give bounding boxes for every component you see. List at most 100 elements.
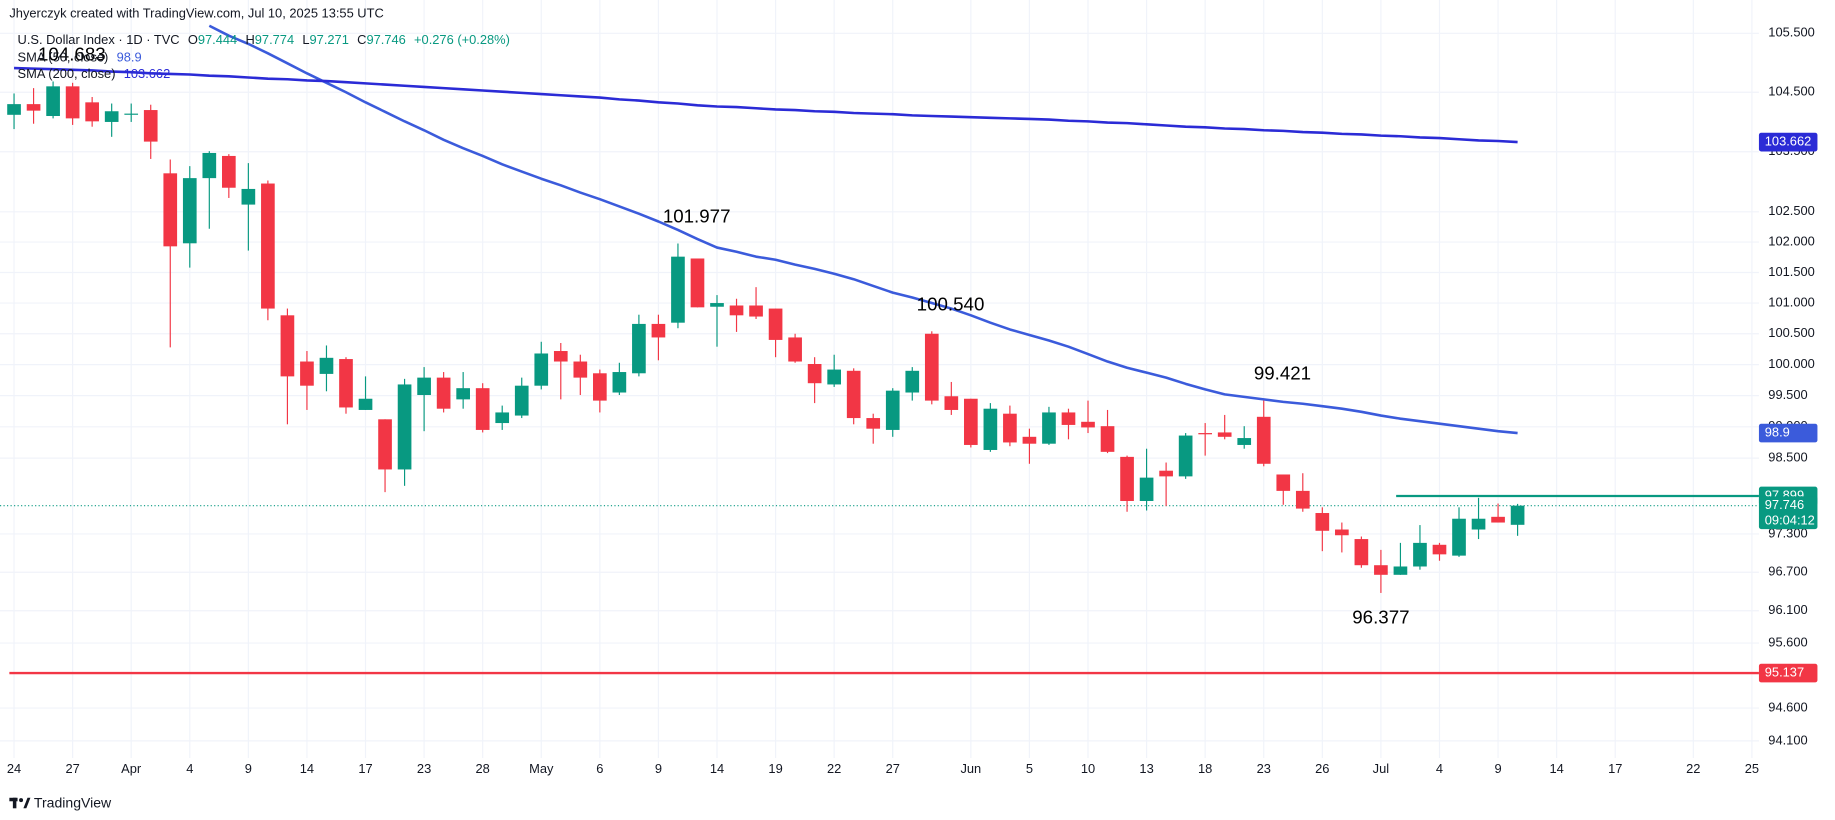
legend-letter: C — [357, 32, 366, 47]
x-tick-label: 9 — [245, 761, 252, 776]
countdown: 09:04:12 — [1765, 512, 1815, 527]
candle-body — [7, 104, 21, 115]
candle-body — [885, 390, 900, 430]
y-tick-label: 97.300 — [1768, 525, 1807, 540]
x-tick-label: May — [529, 761, 554, 776]
y-tick-label: 98.500 — [1768, 450, 1807, 465]
legend-value: 97.746 — [366, 32, 405, 47]
x-tick-label: 23 — [417, 761, 431, 776]
x-tick-label: 17 — [1608, 761, 1622, 776]
sma-badge: 103.662 — [1765, 133, 1811, 148]
last-price-badge: 97.746 — [1765, 497, 1804, 512]
candle-body — [85, 102, 99, 122]
annotation: 96.377 — [1352, 607, 1409, 628]
candle-body — [1432, 544, 1447, 555]
candle-body — [124, 113, 139, 115]
legend-series-name: SMA (50, close) — [18, 50, 109, 65]
candle-body — [1198, 433, 1212, 435]
candle-body — [905, 370, 920, 393]
legend-series-value: 98.9 — [117, 50, 142, 65]
x-tick-label: 13 — [1139, 761, 1153, 776]
candle-body — [339, 359, 353, 408]
candle-body — [1022, 436, 1037, 444]
candle-body — [182, 178, 197, 244]
moving-averages — [14, 24, 1518, 435]
sma-badge-bg — [1758, 132, 1818, 152]
legend-letter: L — [302, 32, 309, 47]
x-tick-label: 4 — [186, 761, 193, 776]
x-tick-label: 28 — [476, 761, 490, 776]
x-tick-label: 22 — [827, 761, 841, 776]
candle-body — [924, 333, 939, 401]
y-tick-label: 100.000 — [1768, 356, 1814, 371]
candle-body — [788, 337, 802, 362]
y-tick-label: 100.500 — [1768, 325, 1814, 340]
candle-body — [710, 303, 724, 307]
x-tick-label: 18 — [1198, 761, 1212, 776]
y-tick-label: 102.500 — [1768, 203, 1814, 218]
candle-body — [1393, 566, 1408, 575]
candle-body — [1471, 518, 1486, 530]
y-tick-label: 96.100 — [1768, 602, 1807, 617]
candle-body — [1374, 565, 1388, 575]
candle-body — [944, 396, 959, 410]
candle-body — [1491, 516, 1505, 523]
candle-body — [397, 384, 412, 470]
x-tick-label: 10 — [1081, 761, 1095, 776]
y-tick-label: 96.700 — [1768, 564, 1807, 579]
candle-body — [593, 373, 607, 401]
candle-body — [1315, 513, 1330, 531]
candle-body — [807, 363, 822, 384]
x-tick-label: 26 — [1315, 761, 1329, 776]
candle-body — [632, 323, 646, 374]
annotation: 99.421 — [1254, 363, 1311, 384]
logo-shape — [12, 797, 17, 809]
candle-body — [1081, 421, 1095, 428]
candle-body — [1139, 477, 1154, 501]
candle-body — [1003, 413, 1017, 443]
legend-letter: H — [245, 32, 254, 47]
candle-body — [749, 305, 763, 317]
x-tick-label: 19 — [768, 761, 782, 776]
candle-body — [300, 361, 314, 386]
candle-body — [1120, 456, 1134, 501]
candle-body — [319, 357, 334, 374]
candle-body — [495, 412, 510, 424]
candle-body — [1237, 438, 1252, 445]
level-badge-bg — [1758, 663, 1818, 683]
legend-symbol: U.S. Dollar Index · 1D · TVC — [18, 32, 180, 47]
candle-body — [514, 385, 529, 416]
candle-body — [1042, 412, 1056, 444]
y-tick-label: 102.000 — [1768, 233, 1814, 248]
candle-body — [143, 110, 158, 142]
candle-body — [1452, 518, 1466, 556]
x-tick-label: 27 — [65, 761, 79, 776]
candle-body — [1159, 470, 1173, 477]
candle-body — [475, 388, 490, 430]
y-tick-label: 101.000 — [1768, 294, 1814, 309]
x-tick-label: 6 — [596, 761, 603, 776]
footer-logo: TradingView — [9, 794, 112, 810]
candle-body — [202, 152, 217, 179]
x-tick-label: 4 — [1436, 761, 1443, 776]
candle-body — [1276, 474, 1291, 491]
candle-body — [1256, 416, 1271, 464]
annotation: 104.683 — [38, 44, 106, 65]
sma-badge: 98.9 — [1765, 424, 1790, 439]
legend-series-value: 103.662 — [124, 66, 170, 81]
candle-body — [417, 377, 431, 396]
candles — [7, 81, 1525, 593]
candle-body — [964, 398, 978, 445]
annotations: 104.683 101.977 100.540 99.421 96.377 — [38, 44, 1410, 628]
candle-body — [163, 173, 178, 247]
grid — [0, 0, 1759, 759]
footer-brand: TradingView — [34, 794, 112, 810]
candle-body — [553, 351, 568, 362]
candle-body — [768, 308, 783, 340]
y-tick-label: 95.600 — [1768, 634, 1807, 649]
sma-badge-bg — [1758, 423, 1818, 443]
legend-letter: O — [188, 32, 198, 47]
candle-body — [378, 419, 392, 470]
